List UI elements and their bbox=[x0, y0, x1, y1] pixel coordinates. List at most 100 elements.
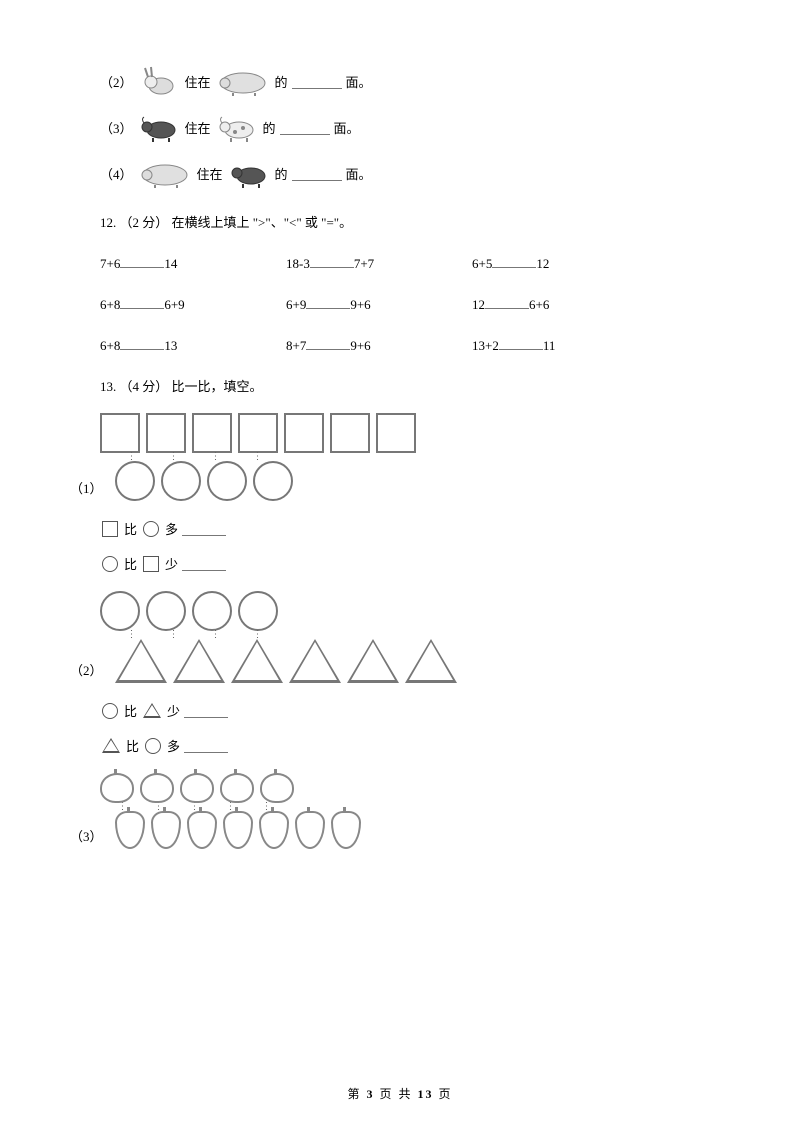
answer-blank[interactable] bbox=[184, 703, 228, 718]
triangle-icon bbox=[102, 738, 120, 753]
mapping-dots: ⋮⋮⋮⋮ bbox=[114, 455, 700, 459]
square-icon bbox=[143, 556, 159, 572]
answer-blank[interactable] bbox=[306, 335, 350, 350]
q12-cell: 6+8 6+9 bbox=[100, 294, 240, 313]
triangle-icon bbox=[289, 639, 341, 683]
squares-row bbox=[100, 413, 700, 453]
q12-cell: 18-3 7+7 bbox=[286, 253, 426, 272]
q12-heading: 12. （2 分） 在横线上填上 ">"、"<" 或 "="。 bbox=[100, 212, 700, 231]
q13-1-compare-b: 比 少 bbox=[100, 554, 700, 573]
answer-blank[interactable] bbox=[485, 294, 529, 309]
q12-cell: 6+99+6 bbox=[286, 294, 426, 313]
verb-text: 住在 bbox=[197, 164, 223, 183]
total-pages: 13 bbox=[418, 1087, 434, 1101]
answer-blank[interactable] bbox=[120, 294, 164, 309]
expr-right: 9+6 bbox=[350, 297, 370, 313]
square-icon bbox=[146, 413, 186, 453]
mapping-dots: ⋮⋮⋮⋮ bbox=[114, 633, 700, 637]
expr-left: 6+8 bbox=[100, 338, 120, 354]
answer-blank[interactable] bbox=[280, 120, 330, 135]
q12-cell: 13+211 bbox=[472, 335, 612, 354]
q-item-4: （4） 住在 的 面。 bbox=[100, 158, 700, 188]
q-item-2: （2） 住在 的 面。 bbox=[100, 66, 700, 96]
answer-blank[interactable] bbox=[182, 521, 226, 536]
q12-cell: 7+6 14 bbox=[100, 253, 240, 272]
end-text: 面。 bbox=[346, 72, 372, 91]
expr-left: 8+7 bbox=[286, 338, 306, 354]
verb-text: 住在 bbox=[185, 118, 211, 137]
circle-icon bbox=[102, 556, 118, 572]
q12-cell: 6+512 bbox=[472, 253, 612, 272]
ox-icon bbox=[137, 112, 181, 142]
answer-blank[interactable] bbox=[184, 738, 228, 753]
circle-icon bbox=[253, 461, 293, 501]
answer-blank[interactable] bbox=[182, 556, 226, 571]
expr-right: 6+6 bbox=[529, 297, 549, 313]
q13-2-compare-b: 比 多 bbox=[100, 736, 700, 755]
q12-row-2: 6+8 6+9 6+99+6 126+6 bbox=[100, 294, 700, 313]
triangle-icon bbox=[405, 639, 457, 683]
rabbit-icon bbox=[137, 66, 181, 96]
circle-icon bbox=[146, 591, 186, 631]
square-icon bbox=[284, 413, 324, 453]
q12-cell: 8+7 9+6 bbox=[286, 335, 426, 354]
q12-cell: 126+6 bbox=[472, 294, 612, 313]
square-icon bbox=[376, 413, 416, 453]
triangle-icon bbox=[143, 703, 161, 718]
circle-icon bbox=[115, 461, 155, 501]
footer-text: 页 共 bbox=[374, 1087, 417, 1101]
circle-icon bbox=[100, 591, 140, 631]
item-number: （4） bbox=[100, 164, 133, 183]
answer-blank[interactable] bbox=[306, 294, 350, 309]
q13-2-compare-a: 比 少 bbox=[100, 701, 700, 720]
expr-left: 7+6 bbox=[100, 256, 120, 272]
q12-row-3: 6+813 8+7 9+6 13+211 bbox=[100, 335, 700, 354]
answer-blank[interactable] bbox=[120, 335, 164, 350]
q12-cell: 6+813 bbox=[100, 335, 240, 354]
answer-blank[interactable] bbox=[120, 253, 164, 268]
triangle-icon bbox=[347, 639, 399, 683]
circle-icon bbox=[145, 738, 161, 754]
answer-blank[interactable] bbox=[492, 253, 536, 268]
triangle-icon bbox=[231, 639, 283, 683]
footer-text: 页 bbox=[434, 1087, 453, 1101]
answer-blank[interactable] bbox=[292, 166, 342, 181]
q13-2-figure: ⋮⋮⋮⋮ （2） bbox=[100, 591, 700, 683]
square-icon bbox=[192, 413, 232, 453]
circles-row bbox=[100, 591, 700, 631]
expr-right: 12 bbox=[536, 256, 549, 272]
tail-text: 的 bbox=[275, 164, 288, 183]
expr-right: 14 bbox=[164, 256, 177, 272]
tail-text: 的 bbox=[275, 72, 288, 91]
triangle-icon bbox=[173, 639, 225, 683]
answer-blank[interactable] bbox=[499, 335, 543, 350]
apples-row bbox=[100, 773, 700, 803]
pear-icon bbox=[187, 811, 217, 849]
sub-label-1: （1） bbox=[70, 478, 103, 501]
expr-left: 13+2 bbox=[472, 338, 499, 354]
sub-label-3: （3） bbox=[70, 826, 103, 849]
pig-icon bbox=[137, 158, 193, 188]
expr-left: 6+8 bbox=[100, 297, 120, 313]
answer-blank[interactable] bbox=[292, 74, 342, 89]
square-icon bbox=[238, 413, 278, 453]
q13-1-figure: ⋮⋮⋮⋮ （1） bbox=[100, 413, 700, 501]
less-text: 少 bbox=[167, 701, 180, 720]
square-icon bbox=[330, 413, 370, 453]
circles-row: （1） bbox=[100, 461, 700, 501]
expr-right: 9+6 bbox=[350, 338, 370, 354]
square-icon bbox=[100, 413, 140, 453]
expr-left: 18-3 bbox=[286, 256, 310, 272]
than-text: 比 bbox=[126, 736, 139, 755]
circle-icon bbox=[143, 521, 159, 537]
pear-icon bbox=[151, 811, 181, 849]
expr-right: 7+7 bbox=[354, 256, 374, 272]
apple-icon bbox=[180, 773, 214, 803]
expr-right: 6+9 bbox=[164, 297, 184, 313]
pear-icon bbox=[295, 811, 325, 849]
ox-icon bbox=[227, 158, 271, 188]
answer-blank[interactable] bbox=[310, 253, 354, 268]
pig-icon bbox=[215, 66, 271, 96]
end-text: 面。 bbox=[334, 118, 360, 137]
pear-icon bbox=[115, 811, 145, 849]
